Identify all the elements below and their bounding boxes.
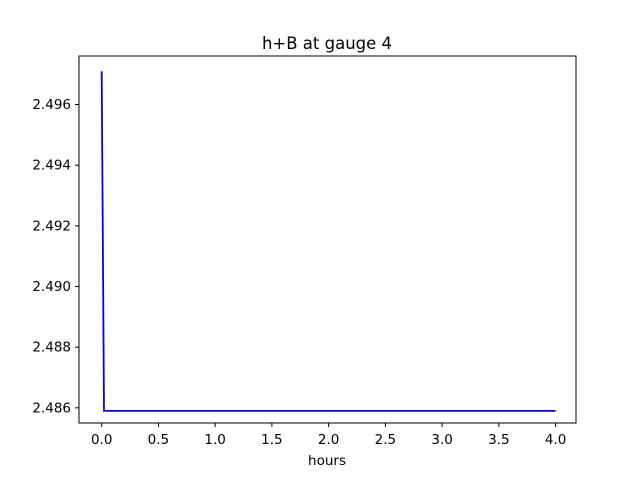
x-tick-label: 1.5	[261, 432, 282, 448]
y-tick-label: 2.494	[32, 158, 71, 174]
y-tick-label: 2.488	[32, 340, 71, 356]
x-tick-label: 0.5	[148, 432, 169, 448]
x-tick-label: 2.0	[318, 432, 339, 448]
x-tick-label: 3.5	[488, 432, 509, 448]
y-tick-label: 2.490	[32, 279, 71, 295]
x-axis-label: hours	[308, 453, 346, 469]
x-tick-label: 0.0	[91, 432, 112, 448]
x-tick-label: 2.5	[375, 432, 396, 448]
x-tick-label: 3.0	[431, 432, 452, 448]
y-tick-label: 2.486	[32, 400, 71, 416]
series-line	[100, 71, 556, 412]
axes-frame	[78, 55, 577, 424]
x-tick-label: 4.0	[545, 432, 566, 448]
y-tick-label: 2.496	[32, 97, 71, 113]
plot-area: 0.0 0.5 1.0 1.5 2.0 2.5 3.0 3.5 4.0 2.486 2.488 2.4…	[32, 55, 577, 448]
chart-title: h+B at gauge 4	[262, 34, 392, 53]
y-tick-label: 2.492	[32, 218, 71, 234]
x-tick-label: 1.0	[204, 432, 225, 448]
